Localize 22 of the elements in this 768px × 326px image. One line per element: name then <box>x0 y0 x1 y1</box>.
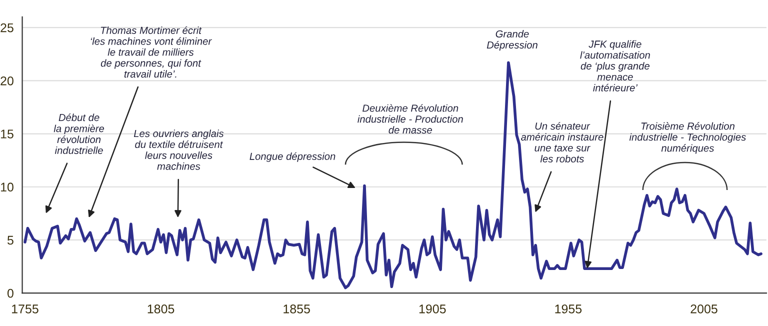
y-tick-label: 15 <box>0 130 14 138</box>
x-tick-label: 2005 <box>690 304 718 314</box>
annotation: Un sénateur américain instaure une taxe sur les robots <box>521 122 604 162</box>
x-tick-label: 1855 <box>284 304 310 314</box>
x-tick-label: 1955 <box>555 304 582 314</box>
annotation: Deuxième Révolution industrielle - Production de masse <box>358 104 463 134</box>
x-tick-label: 1905 <box>419 304 446 314</box>
annotation: Longue dépression <box>250 152 336 162</box>
x-tick-label: 1805 <box>148 304 174 314</box>
line-series <box>24 61 762 290</box>
annotation: Grande Dépression <box>486 30 538 51</box>
annotation: Début de la première révolution industrielle <box>54 114 104 154</box>
annotation: JFK qualifie l’automatisation de ‘plus grande menace intérieure’ <box>580 40 650 92</box>
y-tick-label: 5 <box>7 236 14 245</box>
y-tick-label: 20 <box>0 76 14 86</box>
y-tick-label: 0 <box>7 288 14 298</box>
annotation: Les ouvriers anglais du textile détruisent leurs nouvelles machines <box>134 130 224 170</box>
y-tick-label: 25 <box>0 23 14 32</box>
x-tick-label: 1755 <box>12 304 38 314</box>
y-tick-label: 10 <box>0 182 14 192</box>
annotation: Thomas Mortimer écrit ‘les machines vont éliminer le travail de milliers de personnes, qui font travail utile’. <box>90 26 212 78</box>
annotation: Troisième Révolution industrielle - Technologies numériques <box>629 122 746 154</box>
